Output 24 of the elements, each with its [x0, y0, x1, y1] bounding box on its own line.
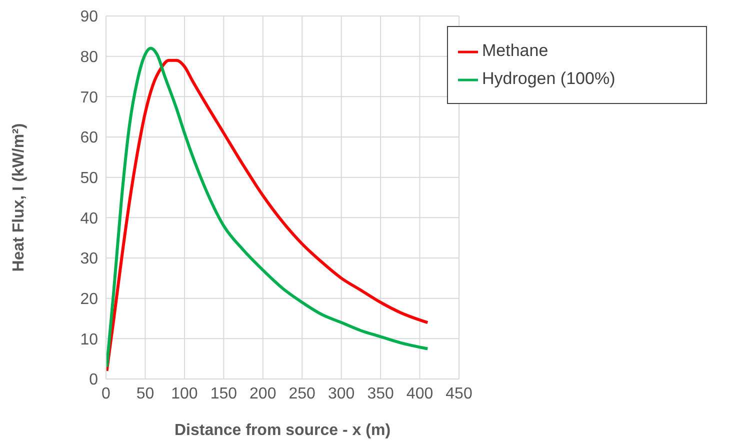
- y-axis-title: Heat Flux, I (kW/m²): [10, 123, 28, 272]
- x-tick-label: 400: [406, 385, 434, 402]
- x-tick-label: 300: [328, 385, 355, 402]
- x-tick-label: 100: [171, 385, 198, 402]
- y-tick-label: 30: [80, 250, 98, 268]
- x-axis-title: Distance from source - x (m): [174, 422, 391, 439]
- y-tick-label: 20: [80, 291, 98, 308]
- y-tick-label: 80: [80, 49, 98, 66]
- y-tick-label: 50: [80, 170, 98, 188]
- y-tick-label: 70: [80, 89, 98, 106]
- x-tick-label: 150: [210, 385, 238, 402]
- y-tick-label: 10: [80, 331, 98, 348]
- legend-label: Hydrogen (100%): [482, 69, 616, 88]
- y-tick-label: 60: [80, 130, 98, 147]
- x-tick-label: 0: [102, 385, 111, 402]
- legend-label: Methane: [482, 41, 548, 60]
- y-tick-label: 90: [80, 8, 98, 26]
- x-tick-label: 450: [446, 385, 472, 402]
- y-tick-label: 0: [89, 372, 98, 389]
- x-tick-label: 350: [367, 385, 394, 402]
- x-tick-label: 50: [136, 385, 154, 402]
- x-tick-label: 250: [288, 385, 316, 402]
- x-tick-label: 200: [250, 385, 276, 402]
- y-tick-label: 40: [80, 210, 98, 228]
